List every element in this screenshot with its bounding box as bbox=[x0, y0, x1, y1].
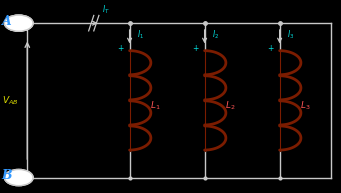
Text: +: + bbox=[192, 44, 198, 53]
Text: $L_1$: $L_1$ bbox=[150, 100, 161, 112]
Circle shape bbox=[4, 169, 33, 186]
Text: $L_2$: $L_2$ bbox=[225, 100, 236, 112]
Text: +: + bbox=[117, 44, 123, 53]
Text: $V_{AB}$: $V_{AB}$ bbox=[2, 94, 18, 107]
Text: B: B bbox=[2, 169, 12, 182]
Text: $I_T$: $I_T$ bbox=[102, 3, 110, 16]
Text: $I_3$: $I_3$ bbox=[287, 29, 294, 41]
Circle shape bbox=[4, 15, 33, 31]
Text: $I_1$: $I_1$ bbox=[137, 29, 144, 41]
Text: +: + bbox=[267, 44, 273, 53]
Text: A: A bbox=[2, 15, 12, 28]
Text: $L_3$: $L_3$ bbox=[300, 100, 311, 112]
Text: $I_2$: $I_2$ bbox=[212, 29, 219, 41]
